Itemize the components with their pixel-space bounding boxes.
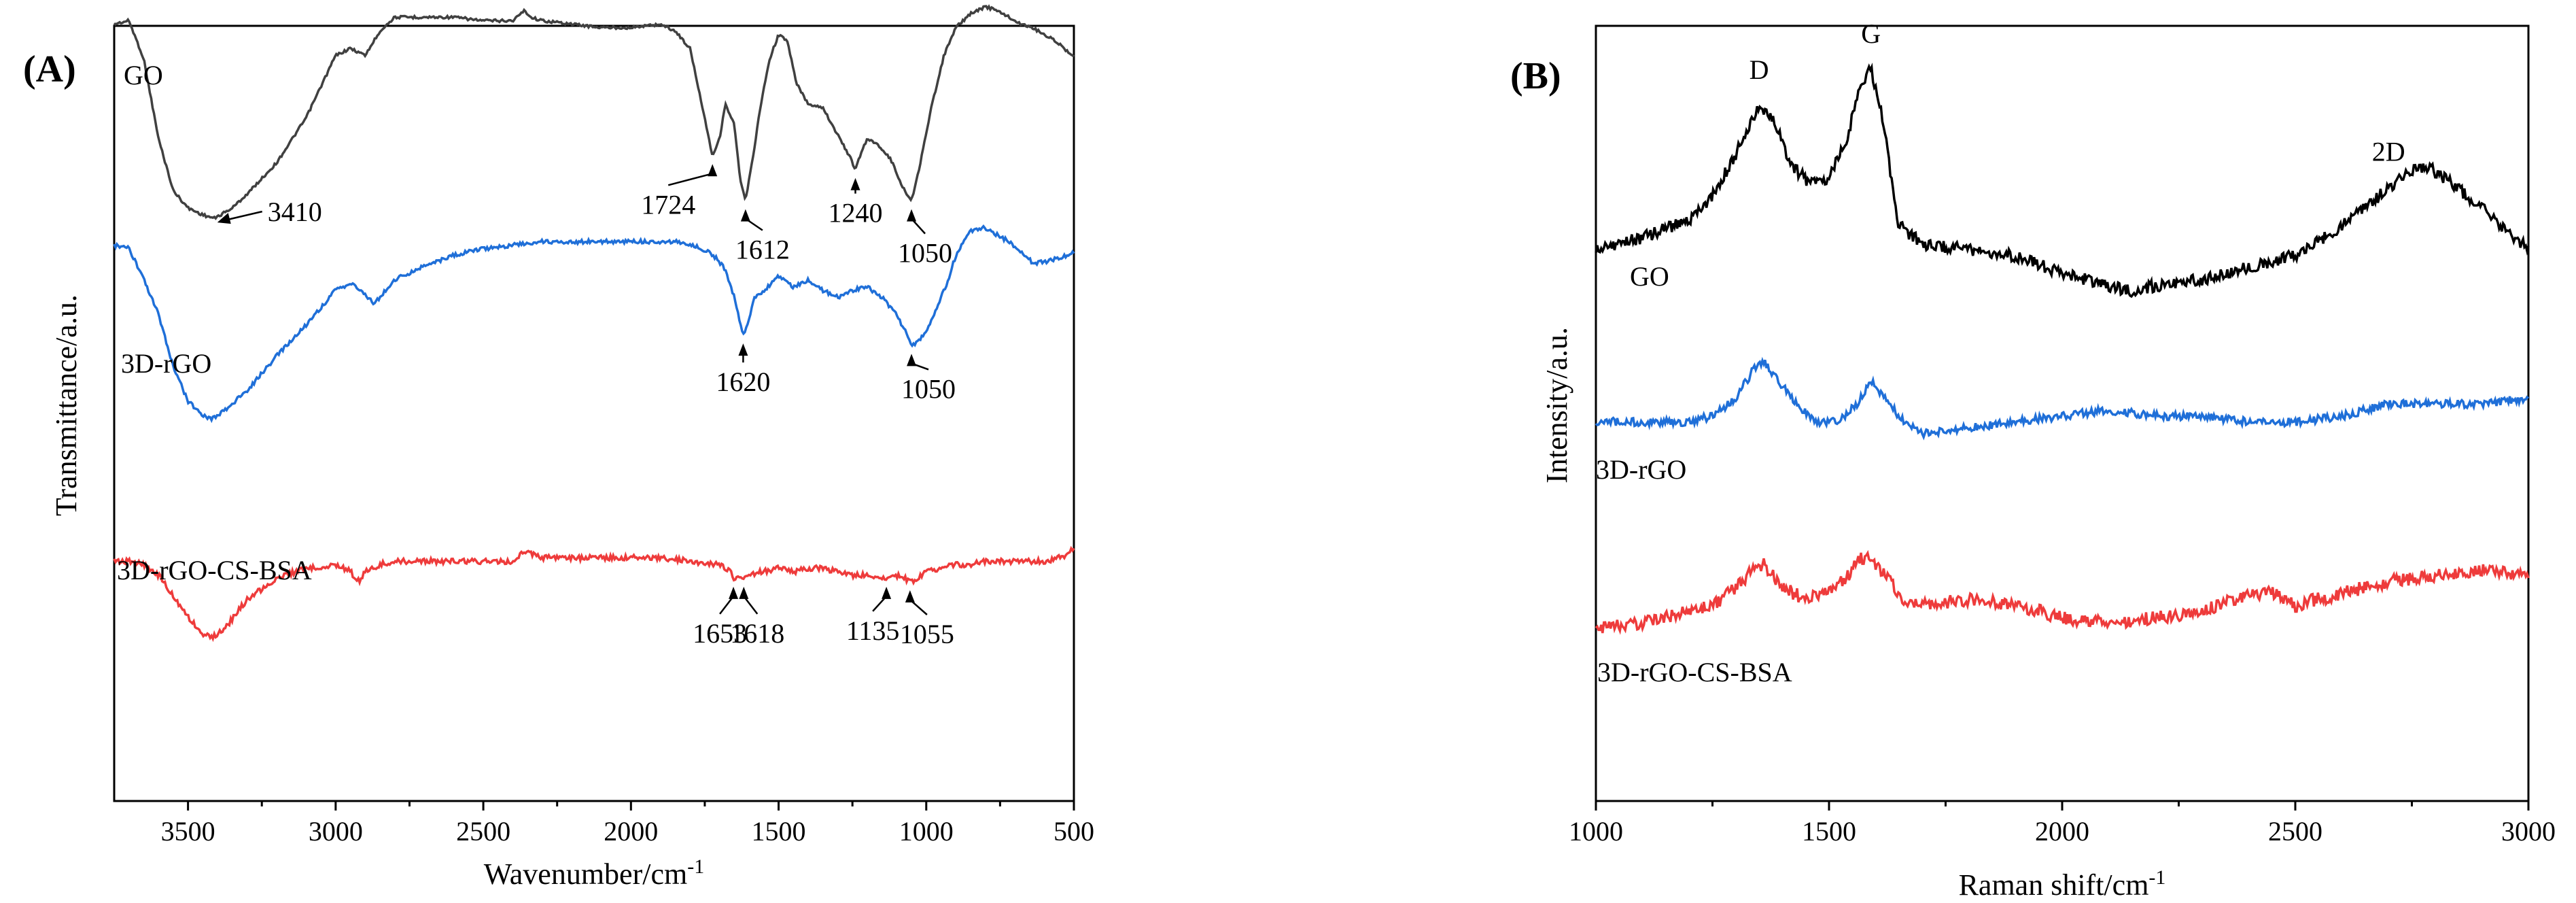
peak-label: 1240 bbox=[828, 198, 882, 228]
panel-a-x-axis-title: Wavenumber/cm-1 bbox=[484, 855, 704, 891]
x-tick-label: 2000 bbox=[2035, 816, 2089, 847]
series-label: 3D-rGO-CS-BSA bbox=[1597, 657, 1792, 687]
x-tick-label: 1500 bbox=[752, 816, 806, 847]
annotation-arrowhead bbox=[217, 213, 231, 224]
panel-a-label: (A) bbox=[23, 48, 76, 90]
x-tick-label: 3000 bbox=[2501, 816, 2556, 847]
annotation-arrowhead bbox=[907, 209, 917, 222]
x-tick-label: 2500 bbox=[2268, 816, 2322, 847]
series-line-3d-rgo-cs-bsa bbox=[113, 545, 1075, 643]
x-tick-label: 1500 bbox=[1802, 816, 1856, 847]
panel-b-y-axis-title: Intensity/a.u. bbox=[1540, 327, 1573, 483]
x-tick-label: 500 bbox=[1054, 816, 1094, 847]
panel-b-series bbox=[1595, 63, 2530, 635]
panel-b-label: (B) bbox=[1510, 55, 1561, 97]
peak-label: 1055 bbox=[900, 619, 954, 649]
annotation-arrowhead bbox=[907, 354, 917, 367]
x-tick-label: 1000 bbox=[1569, 816, 1623, 847]
series-line-go bbox=[1595, 63, 2530, 299]
series-label: GO bbox=[124, 60, 163, 90]
panel-a-series-labels: GO 3D-rGO 3D-rGO-CS-BSA bbox=[117, 60, 312, 585]
series-line-3d-rgo bbox=[1595, 356, 2530, 441]
panel-a: (A) 3500 3000 2500 2000 1500 1000 500 GO 3D-rGO… bbox=[23, 4, 1094, 891]
series-line-go bbox=[113, 4, 1075, 220]
panel-b-x-axis-title: Raman shift/cm-1 bbox=[1959, 866, 2166, 902]
series-label: GO bbox=[1630, 261, 1669, 292]
panel-a-plot-frame bbox=[113, 24, 1075, 802]
peak-label: 1724 bbox=[641, 189, 695, 220]
panel-a-x-ticks: 3500 3000 2500 2000 1500 1000 500 bbox=[161, 801, 1094, 847]
panel-a-series bbox=[113, 4, 1075, 643]
annotation-arrowhead bbox=[738, 343, 748, 356]
series-label: 3D-rGO-CS-BSA bbox=[117, 555, 312, 585]
peak-label: D bbox=[1750, 54, 1769, 85]
peak-label: G bbox=[1861, 18, 1881, 49]
panel-b-annotations: D G 2D bbox=[1750, 18, 2405, 167]
annotation-arrow bbox=[667, 173, 713, 186]
peak-label: 1050 bbox=[898, 238, 952, 269]
panel-a-y-axis-title: Transmittance/a.u. bbox=[50, 294, 83, 516]
x-tick-label: 1000 bbox=[899, 816, 954, 847]
peak-label: 1135 bbox=[846, 615, 900, 646]
annotation-arrowhead bbox=[708, 164, 718, 177]
x-tick-label: 2000 bbox=[604, 816, 658, 847]
annotation-arrowhead bbox=[739, 586, 749, 599]
x-tick-label: 3500 bbox=[161, 816, 215, 847]
series-label: 3D-rGO bbox=[1596, 454, 1686, 485]
annotation-arrow bbox=[743, 596, 759, 615]
annotation-arrowhead bbox=[850, 177, 860, 190]
annotation-arrowhead bbox=[905, 590, 915, 602]
peak-label: 3410 bbox=[268, 197, 322, 227]
series-line-3d-rgo bbox=[113, 224, 1075, 424]
panel-b-series-labels: GO 3D-rGO 3D-rGO-CS-BSA bbox=[1596, 261, 1792, 687]
x-tick-label: 2500 bbox=[456, 816, 510, 847]
peak-label: 1612 bbox=[735, 235, 790, 265]
peak-label: 1620 bbox=[716, 367, 770, 397]
series-line-3d-rgo-cs-bsa bbox=[1595, 549, 2530, 635]
annotation-arrowhead bbox=[729, 586, 739, 599]
x-tick-label: 3000 bbox=[309, 816, 363, 847]
annotation-arrowhead bbox=[882, 586, 892, 599]
series-label: 3D-rGO bbox=[121, 348, 211, 379]
peak-label: 1653 bbox=[693, 618, 747, 649]
peak-label: 1050 bbox=[901, 373, 956, 404]
annotation-arrowhead bbox=[740, 209, 750, 222]
peak-label: 2D bbox=[2372, 136, 2405, 167]
panel-b-x-ticks: 1000 1500 2000 2500 3000 bbox=[1569, 801, 2556, 847]
annotation-arrow bbox=[719, 596, 735, 615]
peak-label: 1618 bbox=[730, 618, 784, 649]
panel-b: (B) 1000 1500 2000 2500 3000 GO 3D-rGO 3D-rGO-… bbox=[1510, 18, 2556, 902]
